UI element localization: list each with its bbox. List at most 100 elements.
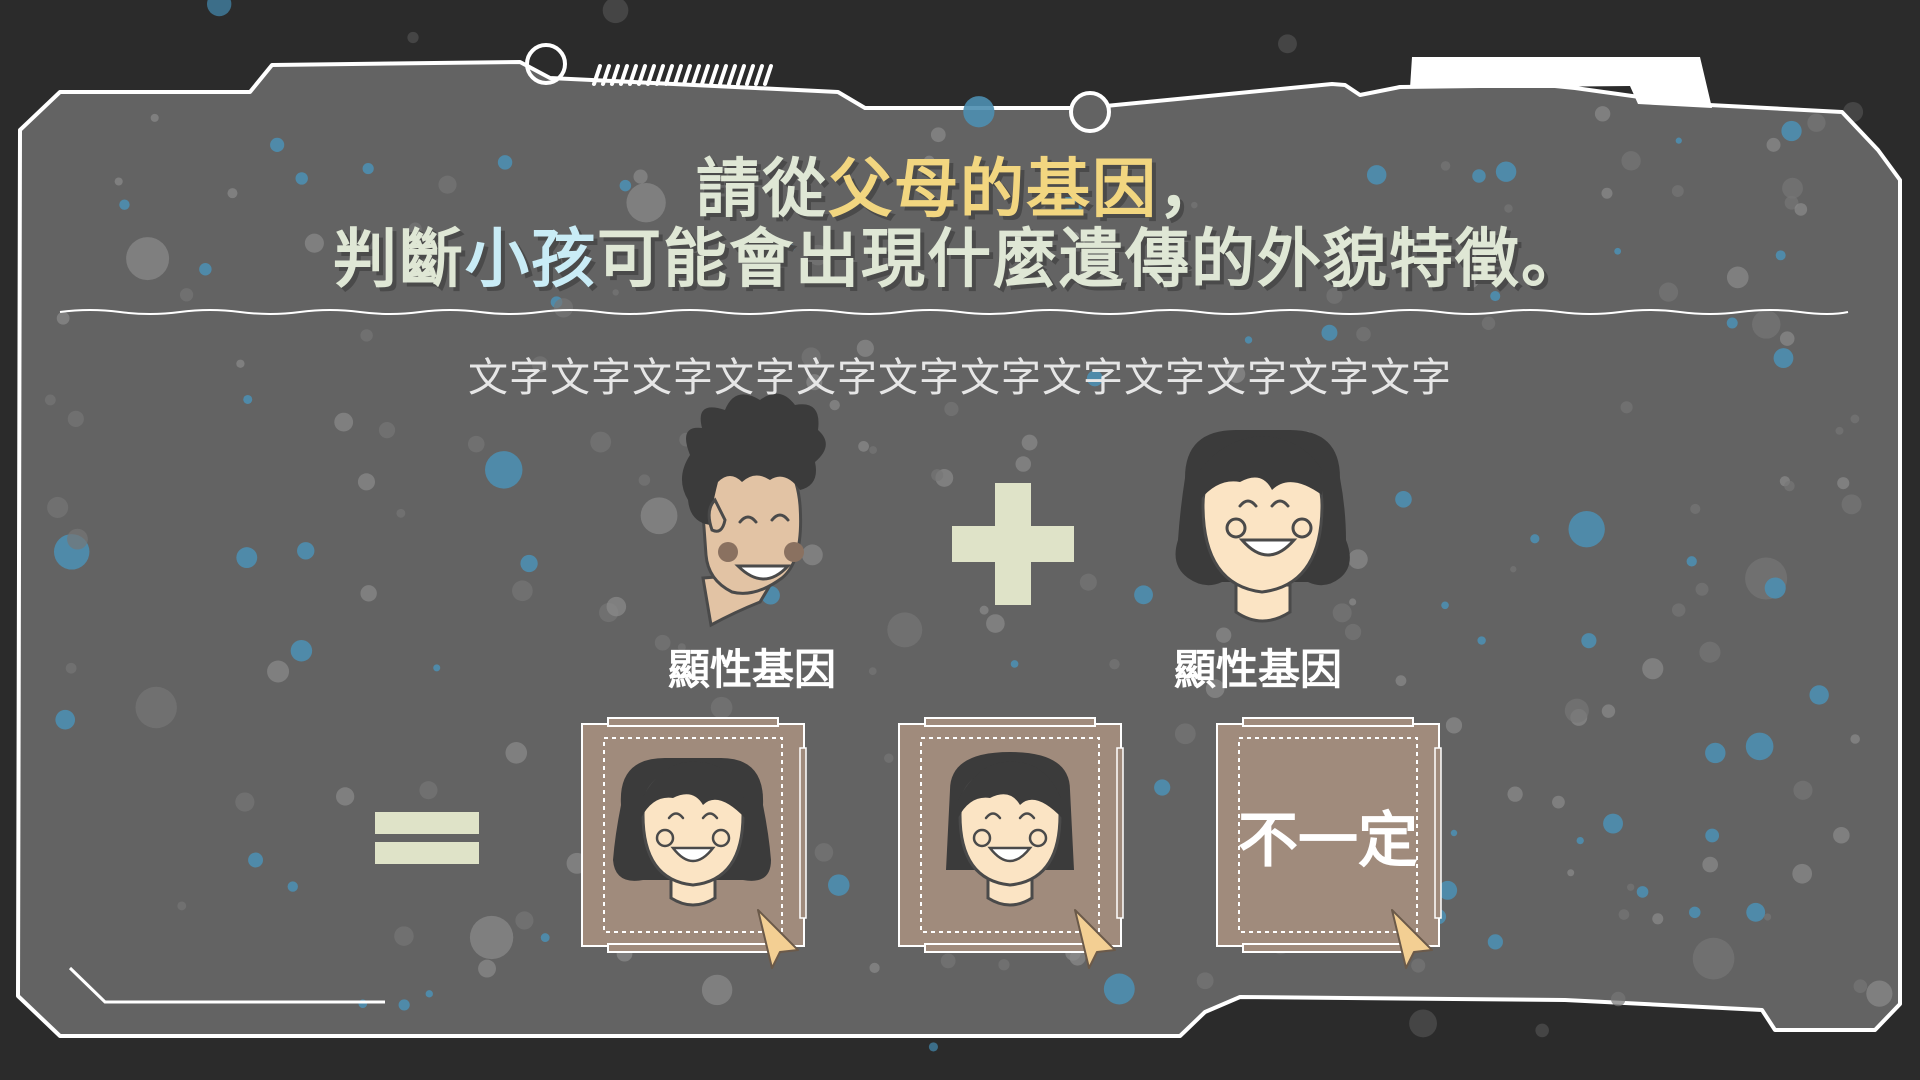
decorative-dot xyxy=(1594,106,1611,122)
decorative-dot xyxy=(357,473,376,491)
decorative-dot xyxy=(1134,585,1153,605)
equals-icon xyxy=(375,812,479,864)
decorative-dot xyxy=(1507,786,1523,802)
decorative-dot xyxy=(1440,161,1451,171)
decorative-dot xyxy=(856,339,874,357)
decorative-dot xyxy=(287,881,298,892)
panel-tab-decoration xyxy=(1410,57,1712,108)
decorative-dot xyxy=(1850,734,1860,744)
decorative-dot xyxy=(1764,577,1786,599)
decorative-dot xyxy=(1332,603,1352,623)
decorative-dot xyxy=(235,792,255,812)
decorative-dot xyxy=(1356,326,1371,342)
child-straight-hair-icon xyxy=(946,752,1074,907)
decorative-dot xyxy=(1216,627,1232,643)
decorative-dot xyxy=(724,179,736,191)
decorative-dot xyxy=(700,172,722,194)
option-uncertain-label: 不一定 xyxy=(1238,806,1418,876)
decorative-dot xyxy=(394,926,414,946)
decorative-dot xyxy=(1782,177,1803,199)
decorative-dot xyxy=(396,508,406,518)
decorative-dot xyxy=(1581,633,1597,649)
decorative-dot xyxy=(1833,826,1850,844)
decorative-dot xyxy=(1689,906,1701,919)
decorative-dot xyxy=(1510,566,1517,573)
border-ring-right xyxy=(1069,91,1111,133)
decorative-dot xyxy=(1614,247,1622,255)
decorative-dot xyxy=(1726,317,1738,329)
border-ring-left xyxy=(525,43,567,85)
decorative-dot xyxy=(119,199,130,210)
decorative-dot xyxy=(1321,324,1338,341)
decorative-dot xyxy=(65,662,77,674)
decorative-dot xyxy=(1495,161,1517,182)
decorative-dot xyxy=(703,195,712,204)
decorative-dot xyxy=(626,183,666,223)
decorative-dot xyxy=(236,359,245,368)
child-wavy-hair-icon xyxy=(613,758,771,907)
decorative-dot xyxy=(126,237,170,281)
decorative-dot xyxy=(1441,601,1449,610)
father-curly-hair-icon xyxy=(681,393,826,628)
decorative-dot xyxy=(531,356,549,373)
decorative-dot xyxy=(362,162,374,175)
decorative-dot xyxy=(858,440,869,452)
decorative-dot xyxy=(1705,828,1720,843)
decorative-dot xyxy=(243,394,253,404)
decorative-dot xyxy=(606,596,627,617)
decorative-dot xyxy=(295,172,308,185)
title-divider xyxy=(59,309,1849,315)
decorative-dot xyxy=(505,742,528,764)
decorative-dot xyxy=(827,874,850,896)
decorative-dot xyxy=(1601,704,1616,718)
decorative-dot xyxy=(590,431,612,453)
decorative-dot xyxy=(1784,480,1795,492)
decorative-dot xyxy=(1658,282,1679,302)
decorative-dot xyxy=(1395,675,1407,687)
decorative-dot xyxy=(1490,290,1501,302)
decorative-dot xyxy=(638,474,651,486)
decorative-dot xyxy=(1636,886,1649,898)
decorative-dot xyxy=(1504,204,1513,213)
decorative-dot xyxy=(806,374,823,391)
decorative-dot xyxy=(963,96,995,128)
decorative-dot xyxy=(1109,658,1120,670)
decorative-dot xyxy=(515,911,534,930)
decorative-dot xyxy=(930,127,946,143)
decorative-dot xyxy=(1671,185,1684,198)
decorative-dot xyxy=(227,188,238,199)
decorative-dot xyxy=(1568,510,1605,548)
decorative-dot xyxy=(1086,370,1103,387)
decorative-dot xyxy=(1642,658,1664,680)
decorative-dot xyxy=(1671,603,1686,617)
decorative-dot xyxy=(179,288,194,302)
decorative-dot xyxy=(979,605,989,615)
decorative-dot xyxy=(612,289,619,296)
decorative-dot xyxy=(1690,503,1701,514)
title-highlight-parent-genes: 父母的基因 xyxy=(828,153,1158,227)
decorative-dot xyxy=(236,547,258,569)
decorative-dot xyxy=(1775,250,1786,261)
decorative-dot xyxy=(1620,401,1633,414)
decorative-dot xyxy=(1438,880,1458,900)
option-card-uncertain[interactable] xyxy=(1217,722,1439,944)
option-card-wavy-hair[interactable] xyxy=(582,722,804,944)
option-card-wavy-hair-frame xyxy=(581,717,807,969)
decorative-dot xyxy=(1610,991,1626,1007)
decorative-dot xyxy=(297,542,315,560)
subtitle-text: 文字文字文字文字文字文字文字文字文字文字文字文字 xyxy=(468,355,1452,401)
decorative-dot xyxy=(1450,829,1458,837)
decorative-dot xyxy=(1576,836,1584,845)
decorative-dot xyxy=(290,639,313,662)
decorative-dot xyxy=(1411,958,1426,973)
decorative-dot xyxy=(940,953,956,969)
decorative-dot xyxy=(1652,913,1664,925)
decorative-dot xyxy=(114,177,123,186)
decorative-dot xyxy=(1745,732,1774,761)
decorative-dot xyxy=(1348,549,1368,569)
decorative-dot xyxy=(640,497,678,535)
decorative-dot xyxy=(633,169,648,184)
option-card-straight-hair[interactable] xyxy=(899,722,1121,944)
